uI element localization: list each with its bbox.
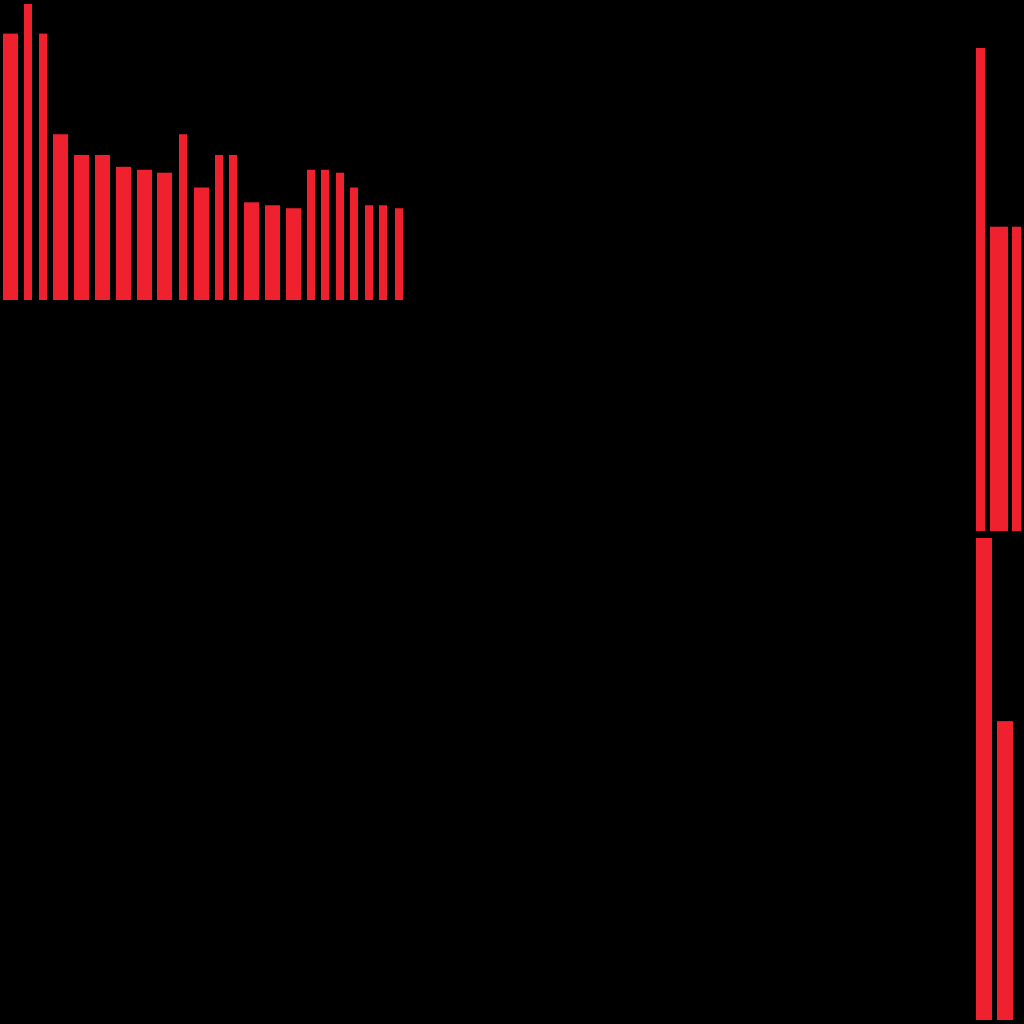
chart-3 bbox=[976, 538, 1013, 1020]
bar bbox=[229, 154, 237, 300]
bar bbox=[350, 187, 358, 300]
bar bbox=[265, 205, 280, 300]
bar bbox=[74, 154, 89, 300]
bar bbox=[990, 226, 1006, 531]
bar bbox=[3, 33, 18, 300]
bar bbox=[976, 538, 992, 1020]
bar bbox=[997, 721, 1013, 1020]
bar bbox=[116, 166, 131, 300]
bar bbox=[379, 205, 387, 300]
bar bbox=[24, 4, 32, 300]
bar bbox=[194, 187, 209, 300]
bar bbox=[157, 172, 172, 300]
chart-2 bbox=[976, 48, 1021, 531]
bar bbox=[95, 154, 110, 300]
bar bbox=[976, 48, 985, 531]
bar bbox=[244, 202, 259, 300]
bar bbox=[179, 134, 187, 300]
bar bbox=[307, 169, 315, 300]
bar bbox=[215, 154, 223, 300]
bar bbox=[39, 33, 47, 300]
bar bbox=[336, 172, 344, 300]
bar bbox=[395, 208, 403, 300]
bar bbox=[53, 134, 68, 300]
bar bbox=[137, 169, 152, 300]
bar bbox=[1012, 226, 1021, 531]
chart-1 bbox=[3, 4, 403, 300]
bar bbox=[365, 205, 373, 300]
bar bbox=[286, 208, 301, 300]
bar bbox=[1004, 226, 1008, 531]
bar bbox=[321, 169, 329, 300]
